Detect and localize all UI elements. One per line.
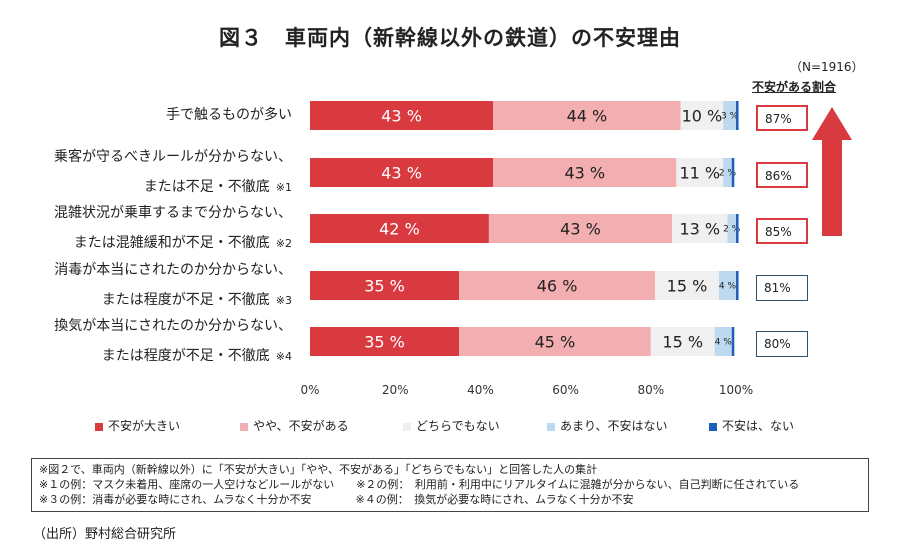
- bar-segment: [310, 327, 460, 356]
- legend-swatch: [709, 422, 717, 431]
- category-label: 換気が本当にされたのか分からない、: [54, 317, 292, 334]
- note-line: ※３の例：消毒が必要な時にされ、ムラなく十分か不安 ※４の例： 換気が必要な時に…: [39, 493, 634, 506]
- legend-item: 不安は、ない: [709, 417, 794, 434]
- anxiety-rate-box: 86%: [756, 162, 808, 188]
- legend-swatch: [240, 422, 248, 431]
- data-label: 10 %: [682, 106, 723, 125]
- x-tick-label: 100%: [719, 383, 753, 397]
- bar-segment: [736, 214, 739, 243]
- x-tick-label: 40%: [467, 383, 494, 397]
- data-label: 13 %: [679, 219, 720, 238]
- anxiety-rate-header: 不安がある割合: [752, 80, 837, 94]
- x-tick-label: 20%: [382, 383, 409, 397]
- category-label-text: または不足・不徹底: [143, 178, 270, 195]
- data-label: 43 %: [560, 219, 601, 238]
- chart-title: 図３ 車両内（新幹線以外の鉄道）の不安理由: [219, 26, 681, 50]
- note-mark: ※2: [275, 236, 292, 250]
- x-tick-label: 80%: [637, 383, 664, 397]
- data-label: 4 %: [719, 282, 737, 292]
- legend-swatch: [403, 422, 411, 431]
- data-label: 3 %: [721, 112, 739, 122]
- data-label: 11 %: [679, 163, 720, 182]
- legend-label: あまり、不安はない: [560, 419, 668, 433]
- data-label: 45 %: [535, 332, 576, 351]
- up-arrow-icon: [812, 107, 852, 236]
- data-label: 43 %: [381, 106, 422, 125]
- note-mark: ※1: [275, 180, 292, 194]
- bar-segment: [493, 101, 681, 130]
- stacked-bar-chart: 43 % 44 % 10 %3 %43 % 43 % 11 %2 %42 % 43 % 13…: [300, 101, 852, 397]
- bar-segment: [736, 101, 739, 130]
- data-label: 4 %: [715, 338, 733, 348]
- data-label: 35 %: [364, 332, 405, 351]
- bar-segment: [731, 158, 735, 187]
- data-label: 43 %: [381, 163, 422, 182]
- anxiety-rate-box: 81%: [756, 275, 808, 301]
- legend-label: やや、不安がある: [253, 419, 349, 433]
- notes-box: ※図２で、車両内（新幹線以外）に「不安が大きい」「やや、不安がある」「どちらでも…: [31, 458, 869, 512]
- data-label: 46 %: [537, 276, 578, 295]
- note-line: ※図２で、車両内（新幹線以外）に「不安が大きい」「やや、不安がある」「どちらでも…: [39, 463, 598, 476]
- bar-segment: [714, 327, 732, 356]
- category-label: 手で触るものが多い: [166, 107, 292, 123]
- data-label: 15 %: [667, 276, 708, 295]
- bar-segment: [723, 101, 736, 130]
- bar-segment: [310, 158, 494, 187]
- legend-item: あまり、不安はない: [547, 417, 668, 434]
- legend-swatch: [547, 422, 555, 431]
- x-tick-label: 60%: [552, 383, 579, 397]
- bar-segment: [310, 214, 489, 243]
- data-label: 35 %: [364, 276, 405, 295]
- sample-size: （N=1916）: [790, 60, 864, 74]
- note-mark: ※3: [275, 293, 292, 307]
- note-mark: ※4: [275, 349, 292, 363]
- category-label: 乗客が守るべきルールが分からない、: [54, 148, 292, 165]
- data-label: 15 %: [662, 332, 703, 351]
- legend-label: 不安が大きい: [108, 419, 181, 433]
- category-label: 消毒が本当にされたのか分からない、: [54, 261, 292, 278]
- bar-segment: [459, 271, 656, 300]
- category-label-line2: または程度が不足・不徹底 ※3: [102, 288, 292, 313]
- category-label-line2: または不足・不徹底 ※1: [144, 175, 292, 200]
- bar-segment: [672, 214, 728, 243]
- legend-item: どちらでもない: [403, 417, 500, 434]
- category-label-text: または混雑緩和が不足・不徹底: [73, 234, 270, 251]
- bar-segment: [723, 158, 732, 187]
- data-label: 2 %: [723, 225, 741, 235]
- data-label: 44 %: [567, 106, 608, 125]
- bar-segment: [493, 158, 677, 187]
- bar-segment: [731, 327, 735, 356]
- category-label-text: または程度が不足・不徹底: [101, 291, 270, 308]
- bar-segment: [310, 271, 460, 300]
- legend-label: 不安は、ない: [722, 419, 795, 433]
- data-label: 42 %: [379, 219, 420, 238]
- bar-segment: [310, 101, 494, 130]
- source: （出所）野村総合研究所: [33, 527, 177, 542]
- category-label-line2: または程度が不足・不徹底 ※4: [102, 344, 292, 369]
- data-label: 2 %: [719, 169, 737, 179]
- note-line: ※１の例：マスク未着用、座席の一人空けなどルールがない ※２の例： 利用前・利用…: [39, 478, 800, 491]
- bar-segment: [488, 214, 673, 243]
- category-label-text: または程度が不足・不徹底: [101, 347, 270, 364]
- legend-item: やや、不安がある: [240, 417, 349, 434]
- legend-swatch: [95, 422, 103, 431]
- x-tick-label: 0%: [300, 383, 319, 397]
- anxiety-rate-box: 80%: [756, 331, 808, 357]
- category-label-line2: または混雑緩和が不足・不徹底 ※2: [74, 231, 292, 256]
- bar-segment: [718, 271, 736, 300]
- anxiety-rate-box: 85%: [756, 218, 808, 244]
- category-label: 混雑状況が乗車するまで分からない、: [54, 204, 292, 221]
- legend-label: どちらでもない: [416, 419, 500, 433]
- bar-segment: [459, 327, 651, 356]
- data-label: 43 %: [564, 163, 605, 182]
- bar-segment: [676, 158, 724, 187]
- bar-segment: [680, 101, 724, 130]
- bar-segment: [727, 214, 736, 243]
- legend-item: 不安が大きい: [95, 417, 180, 434]
- anxiety-rate-box: 87%: [756, 105, 808, 131]
- bar-segment: [736, 271, 739, 300]
- bar-segment: [650, 327, 715, 356]
- bar-segment: [655, 271, 719, 300]
